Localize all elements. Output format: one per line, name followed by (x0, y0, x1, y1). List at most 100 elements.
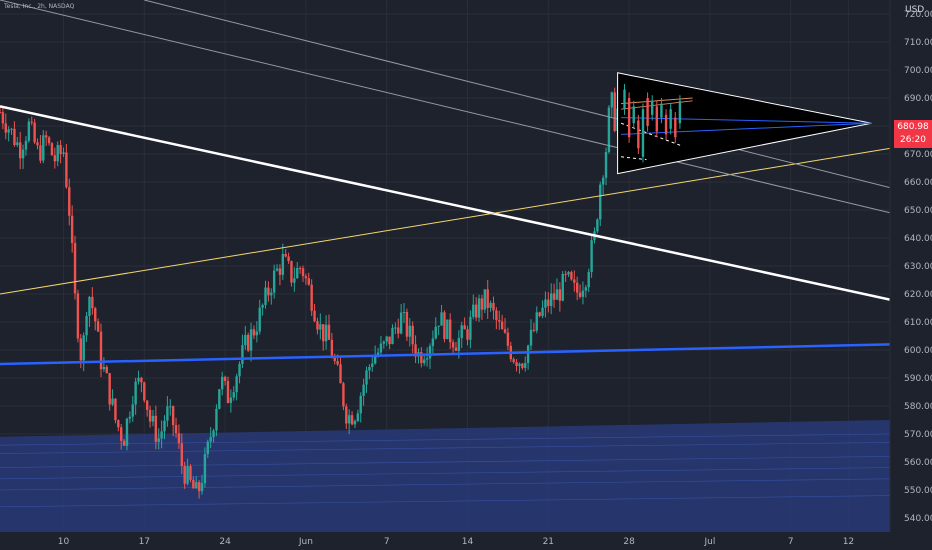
candle-body (42, 135, 45, 161)
price-tick-label: 710.00 (904, 38, 932, 48)
candle-body (215, 408, 218, 431)
candle-body (610, 92, 614, 108)
channel-line (0, 478, 891, 491)
candle-body (307, 278, 310, 285)
candle-body (669, 109, 672, 129)
candle-body (379, 343, 383, 353)
candle-body (529, 329, 533, 346)
candle-body (10, 128, 13, 130)
candle-body (437, 325, 440, 327)
candle-body (581, 290, 585, 297)
pattern-mid-line (621, 122, 872, 135)
candle-body (506, 332, 510, 346)
candle-body (627, 98, 631, 138)
price-tick-label: 720.00 (904, 10, 932, 20)
candle-body (480, 298, 484, 310)
price-axis[interactable]: 720.00710.00700.00690.00680.00670.00660.… (889, 0, 932, 550)
candle-body (278, 268, 282, 275)
candle-body (200, 483, 204, 492)
candle-body (226, 380, 230, 403)
price-tick-label: 610.00 (904, 318, 932, 328)
candle-body (19, 142, 22, 159)
candle-body (460, 325, 463, 339)
candle-body (549, 293, 553, 307)
candle-body (584, 287, 588, 291)
candle-body (440, 312, 443, 326)
candle-body (414, 344, 417, 357)
candle-body (232, 392, 235, 398)
candle-body (68, 187, 71, 216)
price-tick-label: 620.00 (904, 290, 932, 300)
candle-body (339, 364, 342, 384)
candle-body (477, 298, 481, 318)
candle-body (486, 289, 489, 308)
candle-body (272, 270, 276, 293)
candle-body (345, 406, 348, 424)
candle-body (53, 155, 57, 162)
candle-body (431, 338, 435, 347)
candle-body (7, 129, 10, 133)
trendline-yellow (0, 147, 891, 295)
channel-line (0, 456, 891, 468)
candle-body (131, 404, 134, 417)
candle-body (333, 357, 336, 362)
time-tick-label: 17 (139, 537, 150, 547)
candle-body (498, 320, 501, 322)
candle-body (368, 366, 371, 371)
candle-body (512, 359, 515, 363)
candle-body (544, 299, 547, 308)
candle-body (365, 370, 368, 385)
candle-body (495, 310, 498, 321)
candle-body (313, 310, 316, 322)
price-tick-label: 700.00 (904, 66, 932, 76)
candle-body (140, 377, 143, 383)
price-tick-label: 540.00 (904, 514, 932, 524)
candle-body (261, 304, 264, 308)
candle-body (4, 123, 7, 133)
candle-body (330, 339, 334, 358)
candle-body (70, 215, 74, 243)
bar-countdown: 26:20 (900, 135, 926, 145)
channel-fill (0, 420, 890, 532)
candle-body (567, 272, 570, 275)
candle-body (137, 377, 140, 382)
candle-body (463, 325, 466, 330)
price-tick-label: 600.00 (904, 346, 932, 356)
candle-body (143, 382, 146, 401)
candle-body (246, 334, 250, 351)
candle-body (186, 466, 189, 484)
candle-body (342, 383, 345, 407)
candle-body (174, 425, 178, 434)
candle-body (298, 268, 302, 270)
candle-body (56, 144, 59, 162)
candle-body (547, 299, 550, 307)
triangle-pattern (617, 72, 872, 175)
candle-body (99, 331, 103, 370)
candle-body (613, 92, 616, 131)
candle-body (541, 307, 544, 316)
candle-body (275, 268, 279, 271)
candle-body (241, 345, 244, 364)
candle-body (47, 137, 51, 144)
candle-body (521, 363, 524, 368)
candle-body (24, 140, 28, 150)
candle-body (500, 321, 504, 330)
price-tick-label: 560.00 (904, 458, 932, 468)
candle-body (489, 302, 492, 308)
time-axis[interactable]: 10 17 24 Jun 7 14 21 28 Jul 7 12 (0, 532, 932, 550)
time-tick-label: 28 (623, 537, 635, 547)
candle-body (587, 272, 590, 288)
candle-body (229, 397, 233, 403)
candle-body (575, 282, 579, 293)
candle-body (33, 122, 36, 143)
candle-body (195, 482, 198, 489)
channel-line (0, 433, 891, 446)
candle-body (154, 415, 158, 442)
candle-body (120, 427, 123, 441)
candle-body (561, 273, 564, 301)
candle-body (111, 398, 114, 405)
candle-body (296, 268, 299, 279)
candle-body (503, 329, 507, 333)
